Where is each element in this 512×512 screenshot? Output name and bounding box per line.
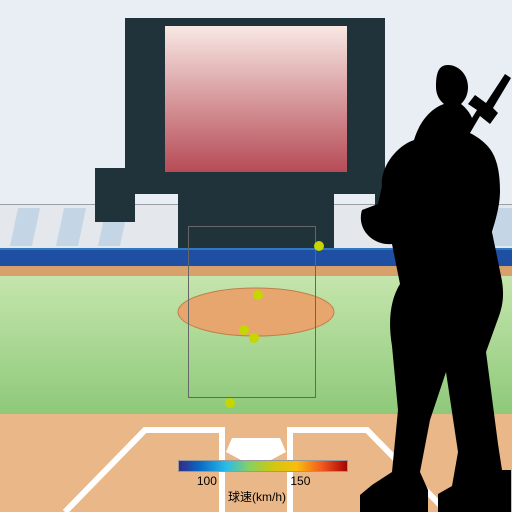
batter-silhouette xyxy=(0,0,512,512)
legend-bar xyxy=(178,460,348,472)
legend-tick: 150 xyxy=(285,474,315,488)
legend-tick: 100 xyxy=(192,474,222,488)
legend-label: 球速(km/h) xyxy=(228,488,348,504)
